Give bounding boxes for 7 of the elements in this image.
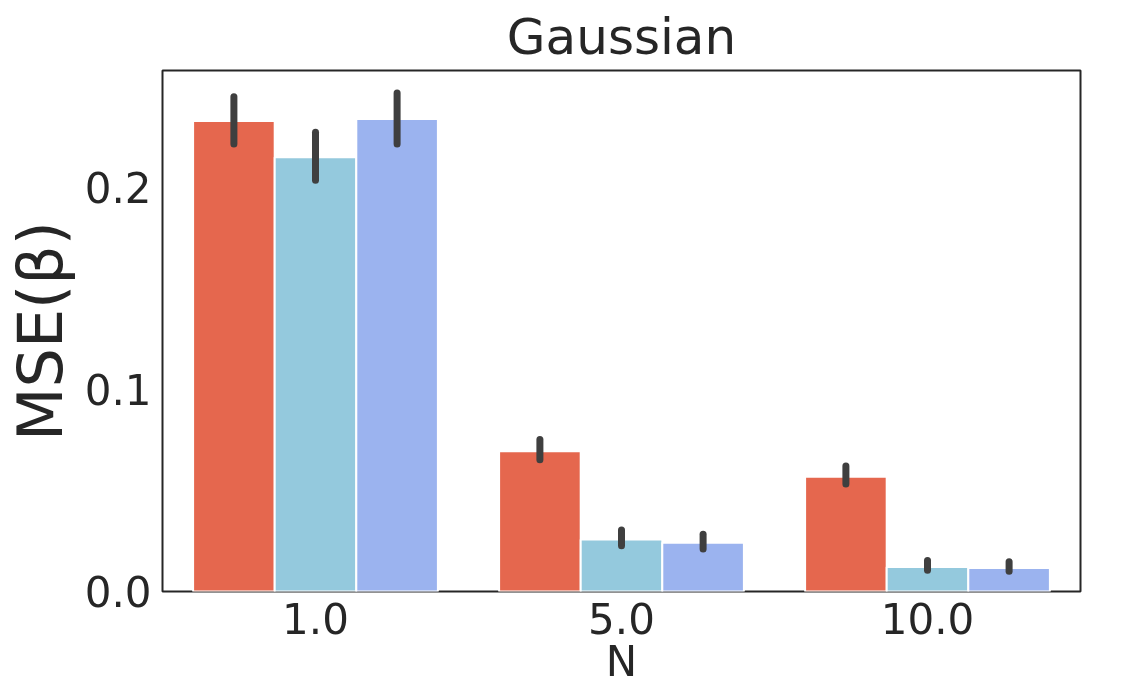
y-tick-label: 0.0 — [84, 568, 152, 617]
x-tick-label: 1.0 — [282, 594, 349, 644]
x-tick-label: 10.0 — [880, 594, 975, 644]
y-axis-title: MSE(β) — [3, 221, 77, 441]
y-tick-label: 0.1 — [84, 366, 152, 416]
chart-title: Gaussian — [506, 7, 737, 66]
y-tick-label: 0.2 — [84, 164, 152, 214]
